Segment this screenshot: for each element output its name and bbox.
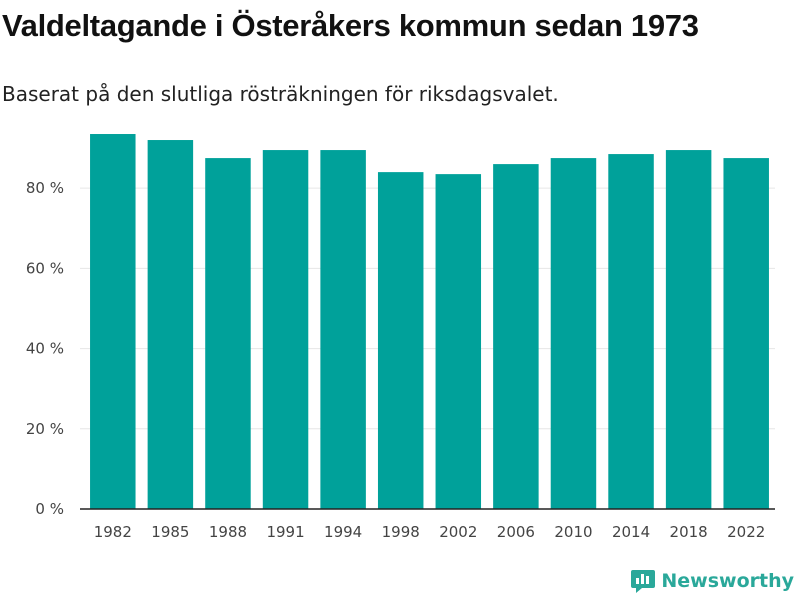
x-tick-label: 2014 [612, 523, 650, 541]
x-tick-label: 2018 [670, 523, 708, 541]
bar-1982 [90, 134, 136, 509]
bar-2010 [550, 158, 597, 509]
x-tick-label: 2006 [497, 523, 535, 541]
x-tick-label: 2002 [439, 523, 477, 541]
x-tick-label: 2022 [727, 523, 765, 541]
y-tick-label: 0 % [35, 500, 64, 518]
bar-2018 [665, 150, 712, 509]
y-tick-label: 80 % [26, 179, 64, 197]
x-tick-label: 1998 [382, 523, 420, 541]
x-tick-label: 1988 [209, 523, 247, 541]
bar-2014 [608, 154, 654, 509]
bar-1985 [147, 140, 194, 509]
chart-title: Valdeltagande i Österåkers kommun sedan … [2, 8, 699, 43]
bar-1991 [262, 150, 309, 509]
bar-1988 [205, 158, 251, 509]
y-tick-label: 40 % [26, 340, 64, 358]
bar-chart: 0 % 20 % 40 % 60 % 80 % 1982 1985 1988 1991 1994 1… [26, 134, 775, 541]
x-tick-label: 2010 [554, 523, 592, 541]
y-tick-label: 20 % [26, 420, 64, 438]
y-tick-label: 60 % [26, 259, 64, 277]
bar-2002 [435, 174, 482, 510]
bar-2006 [493, 164, 539, 510]
brand-logo: Newsworthy [630, 568, 794, 594]
chart-subtitle: Baserat på den slutliga rösträkningen fö… [2, 82, 559, 106]
x-tick-label: 1982 [94, 523, 132, 541]
newsworthy-logo-icon [631, 570, 656, 593]
bar-1998 [377, 172, 424, 509]
x-tick-label: 1985 [151, 523, 189, 541]
x-tick-label: 1994 [324, 523, 362, 541]
bar-1994 [320, 150, 366, 509]
x-tick-label: 1991 [266, 523, 304, 541]
brand-name: Newsworthy [661, 570, 794, 592]
bar-2022 [723, 158, 769, 509]
